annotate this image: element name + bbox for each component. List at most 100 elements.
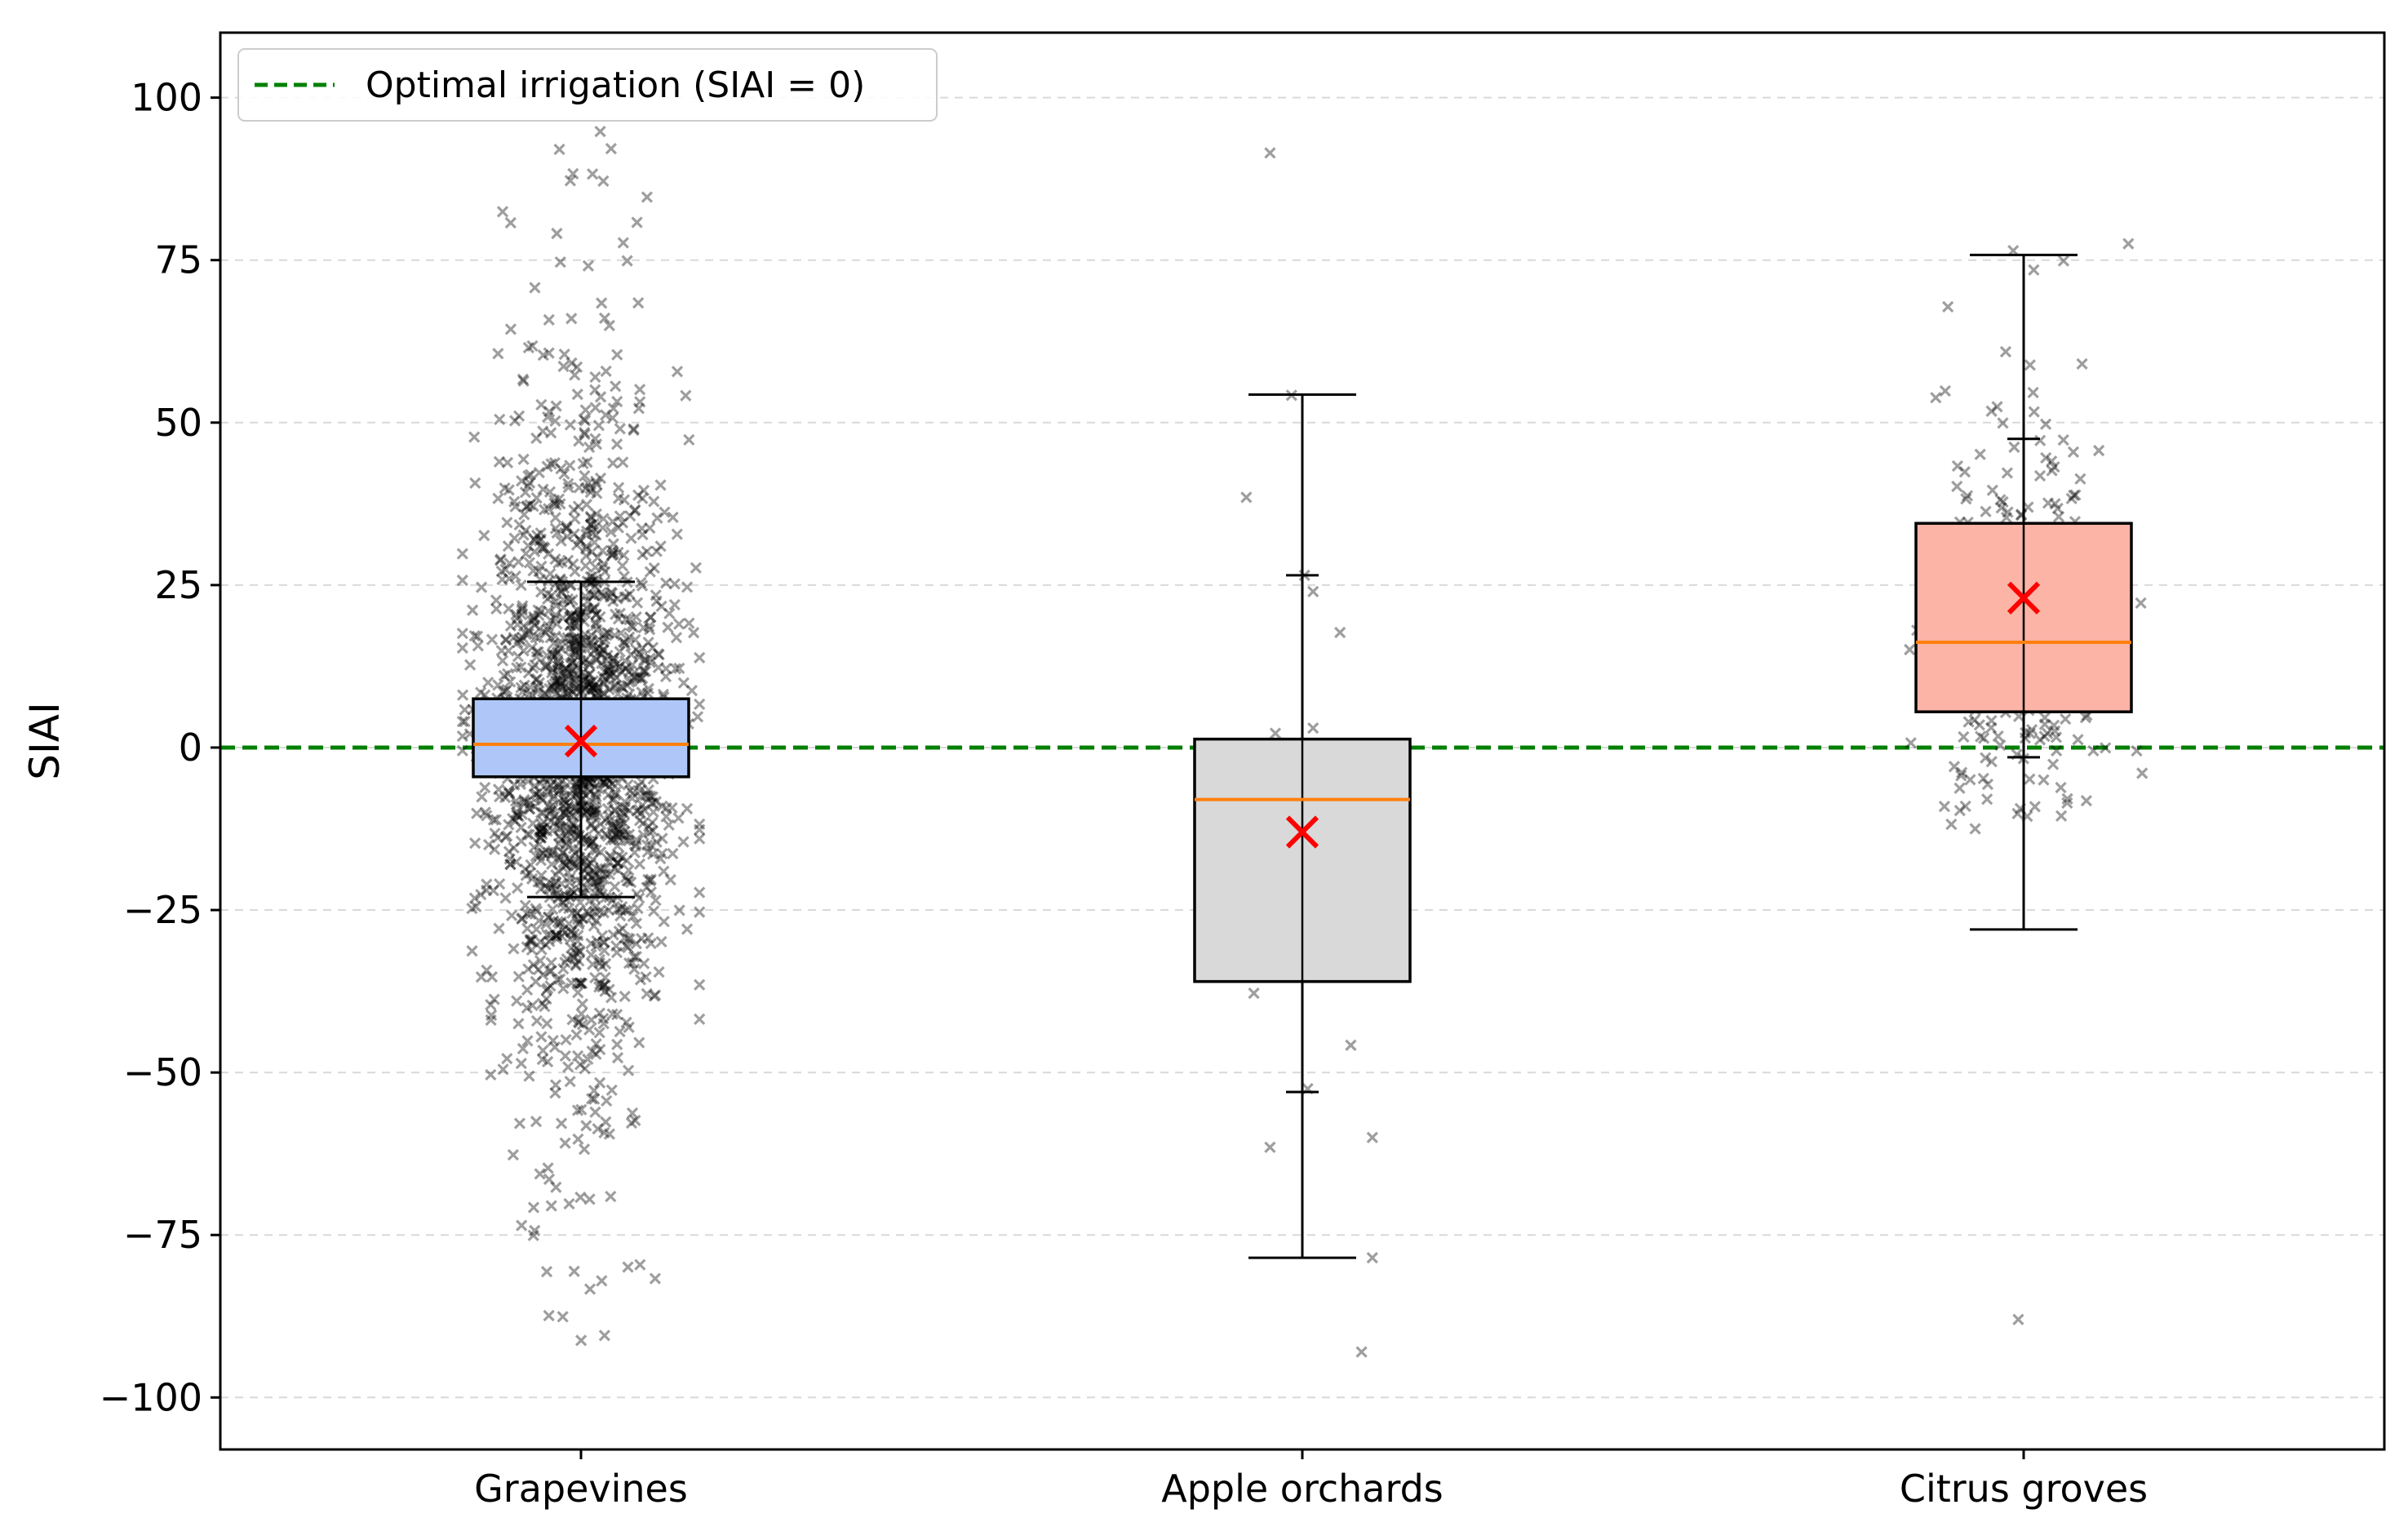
point-grapevines — [531, 673, 543, 686]
point-grapevines — [535, 819, 548, 831]
point-grapevines — [597, 175, 610, 187]
point-grapevines — [560, 522, 572, 535]
point-grapevines — [623, 631, 636, 643]
point-grapevines — [608, 862, 621, 874]
point-grapevines — [569, 646, 581, 658]
point-grapevines — [561, 832, 573, 845]
point-grapevines — [475, 970, 487, 983]
point-grapevines — [614, 423, 626, 435]
point-grapevines — [694, 979, 706, 991]
point-grapevines — [571, 935, 583, 948]
point-grapevines — [515, 635, 528, 647]
point-grapevines — [542, 782, 554, 794]
point-grapevines — [554, 256, 566, 269]
point-grapevines — [614, 811, 627, 824]
point-citrus-groves — [2055, 810, 2068, 822]
point-grapevines — [527, 1201, 540, 1214]
point-grapevines — [564, 619, 576, 632]
point-grapevines — [623, 614, 636, 626]
point-grapevines — [566, 823, 579, 836]
point-grapevines — [523, 802, 535, 815]
point-grapevines — [623, 875, 635, 887]
point-grapevines — [651, 512, 663, 524]
point-grapevines — [606, 778, 619, 790]
point-grapevines — [534, 806, 548, 819]
point-citrus-groves — [2033, 469, 2047, 482]
point-grapevines — [524, 499, 536, 511]
point-grapevines — [590, 1048, 602, 1060]
point-grapevines — [510, 608, 522, 621]
point-grapevines — [534, 854, 548, 867]
point-grapevines — [632, 297, 645, 309]
point-grapevines — [596, 873, 608, 886]
point-grapevines — [539, 627, 552, 639]
point-grapevines — [579, 469, 591, 482]
point-citrus-groves — [1985, 714, 1998, 727]
point-grapevines — [551, 930, 563, 943]
point-grapevines — [551, 686, 563, 699]
point-grapevines — [499, 482, 511, 495]
point-grapevines — [616, 900, 628, 913]
point-grapevines — [526, 817, 539, 829]
point-grapevines — [620, 1016, 632, 1028]
point-grapevines — [543, 1309, 555, 1322]
point-grapevines — [606, 818, 619, 831]
point-grapevines — [612, 777, 624, 789]
point-grapevines — [557, 360, 570, 373]
point-grapevines — [534, 876, 547, 888]
point-apple-orchards — [1269, 727, 1282, 739]
point-grapevines — [583, 776, 596, 788]
point-grapevines — [541, 649, 553, 662]
point-grapevines — [533, 623, 546, 635]
point-grapevines — [645, 839, 657, 851]
point-grapevines — [534, 777, 547, 789]
point-grapevines — [614, 910, 627, 922]
point-grapevines — [563, 610, 576, 623]
point-grapevines — [611, 840, 623, 852]
point-grapevines — [605, 142, 618, 155]
point-citrus-groves — [2057, 255, 2070, 267]
point-grapevines — [499, 892, 512, 904]
point-grapevines — [589, 561, 601, 574]
point-grapevines — [482, 677, 494, 689]
point-apple-orchards — [1345, 1039, 1357, 1051]
point-citrus-groves — [1977, 772, 1989, 785]
point-grapevines — [512, 619, 524, 631]
point-grapevines — [574, 977, 586, 989]
point-grapevines — [555, 535, 567, 547]
point-grapevines — [625, 532, 637, 544]
point-grapevines — [547, 664, 559, 676]
point-grapevines — [572, 1133, 584, 1145]
point-grapevines — [677, 677, 690, 689]
point-grapevines — [530, 492, 543, 504]
point-grapevines — [540, 1265, 553, 1278]
point-grapevines — [561, 663, 573, 675]
point-grapevines — [522, 963, 534, 975]
point-grapevines — [607, 538, 619, 550]
point-grapevines — [530, 535, 542, 547]
point-grapevines — [571, 908, 583, 920]
point-grapevines — [583, 668, 596, 681]
point-grapevines — [580, 905, 593, 917]
point-grapevines — [597, 636, 610, 648]
point-grapevines — [557, 582, 570, 594]
point-grapevines — [560, 797, 572, 810]
point-grapevines — [574, 896, 587, 908]
point-grapevines — [560, 809, 572, 821]
point-grapevines — [644, 522, 656, 535]
point-grapevines — [499, 831, 512, 843]
point-grapevines — [553, 779, 565, 791]
point-grapevines — [545, 849, 558, 862]
point-grapevines — [604, 591, 617, 603]
point-grapevines — [588, 1093, 601, 1105]
point-grapevines — [544, 815, 557, 828]
point-grapevines — [630, 938, 642, 950]
point-grapevines — [554, 850, 567, 863]
point-grapevines — [543, 929, 557, 941]
point-citrus-groves — [1986, 484, 1998, 496]
point-grapevines — [549, 512, 561, 524]
point-grapevines — [637, 622, 650, 634]
point-citrus-groves — [2046, 464, 2058, 477]
point-grapevines — [642, 783, 654, 797]
point-grapevines — [515, 821, 527, 833]
